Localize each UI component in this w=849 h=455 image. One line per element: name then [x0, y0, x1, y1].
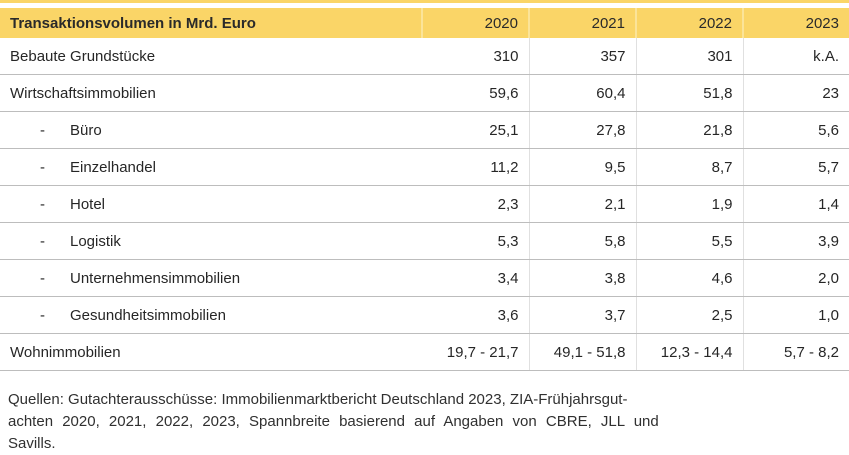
row-label: Büro: [70, 121, 102, 139]
row-label: Wirtschaftsimmobilien: [10, 84, 156, 102]
table-row: - Gesundheitsimmobilien 3,6 3,7 2,5 1,0: [0, 296, 849, 334]
value-cell-2023: 2,0: [742, 259, 849, 297]
table-row: - Büro 25,1 27,8 21,8 5,6: [0, 111, 849, 149]
row-label: Unternehmensimmobilien: [70, 269, 241, 287]
value-cell-2021: 49,1 - 51,8: [528, 333, 636, 371]
value-cell-2023: 1,0: [742, 296, 849, 334]
value-cell-2020: 19,7 - 21,7: [422, 333, 529, 371]
value-cell-2023: k.A.: [742, 38, 849, 75]
value-cell-2022: 4,6: [635, 259, 743, 297]
indent-dash: -: [40, 195, 45, 213]
row-label-cell: - Einzelhandel: [0, 148, 422, 186]
header-title: Transaktionsvolumen in Mrd. Euro: [0, 8, 422, 38]
row-label: Logistik: [70, 232, 121, 250]
value-cell-2022: 2,5: [635, 296, 743, 334]
value-cell-2020: 310: [422, 38, 529, 75]
value-cell-2021: 3,7: [528, 296, 636, 334]
source-note: Quellen: Gutachterausschüsse: Immobilien…: [0, 389, 849, 455]
value-cell-2023: 1,4: [742, 185, 849, 223]
row-label-cell: - Unternehmensimmobilien: [0, 259, 422, 297]
value-cell-2020: 3,4: [422, 259, 529, 297]
header-year-2021: 2021: [528, 8, 636, 38]
value-cell-2020: 25,1: [422, 111, 529, 149]
source-note-line-2: achten 2020, 2021, 2022, 2023, Spannbrei…: [8, 413, 659, 430]
table-row: - Einzelhandel 11,2 9,5 8,7 5,7: [0, 148, 849, 186]
value-cell-2022: 301: [635, 38, 743, 75]
value-cell-2021: 27,8: [528, 111, 636, 149]
header-year-2022: 2022: [635, 8, 743, 38]
value-cell-2023: 3,9: [742, 222, 849, 260]
row-label: Einzelhandel: [70, 158, 156, 176]
table-body: -Bebaute Grundstücke 310 357 301 k.A. -W…: [0, 38, 849, 371]
value-cell-2022: 21,8: [635, 111, 743, 149]
value-cell-2022: 12,3 - 14,4: [635, 333, 743, 371]
table-header: Transaktionsvolumen in Mrd. Euro 2020 20…: [0, 8, 849, 38]
value-cell-2020: 59,6: [422, 74, 529, 112]
value-cell-2020: 3,6: [422, 296, 529, 334]
indent-dash: -: [40, 232, 45, 250]
value-cell-2021: 60,4: [528, 74, 636, 112]
header-year-2020: 2020: [421, 8, 529, 38]
value-cell-2020: 2,3: [422, 185, 529, 223]
table-row: -Wohnimmobilien 19,7 - 21,7 49,1 - 51,8 …: [0, 333, 849, 371]
table-row: - Unternehmensimmobilien 3,4 3,8 4,6 2,0: [0, 259, 849, 297]
value-cell-2021: 9,5: [528, 148, 636, 186]
row-label-cell: - Hotel: [0, 185, 422, 223]
value-cell-2021: 357: [528, 38, 636, 75]
value-cell-2021: 2,1: [528, 185, 636, 223]
indent-dash: -: [40, 306, 45, 324]
table-row: - Logistik 5,3 5,8 5,5 3,9: [0, 222, 849, 260]
source-note-line-3: Savills.: [8, 435, 56, 452]
value-cell-2021: 3,8: [528, 259, 636, 297]
row-label: Gesundheitsimmobilien: [70, 306, 226, 324]
value-cell-2022: 5,5: [635, 222, 743, 260]
value-cell-2022: 1,9: [635, 185, 743, 223]
row-label: Hotel: [70, 195, 106, 213]
header-row: Transaktionsvolumen in Mrd. Euro 2020 20…: [0, 8, 849, 38]
header-year-2023: 2023: [742, 8, 849, 38]
value-cell-2023: 23: [742, 74, 849, 112]
value-cell-2022: 51,8: [635, 74, 743, 112]
indent-dash: -: [40, 158, 45, 176]
value-cell-2023: 5,7 - 8,2: [742, 333, 849, 371]
row-label: Wohnimmobilien: [10, 343, 121, 361]
row-label-cell: -Bebaute Grundstücke: [0, 38, 422, 75]
row-label-cell: - Gesundheitsimmobilien: [0, 296, 422, 334]
value-cell-2023: 5,6: [742, 111, 849, 149]
row-label-cell: -Wirtschaftsimmobilien: [0, 74, 422, 112]
value-cell-2021: 5,8: [528, 222, 636, 260]
table-row: - Hotel 2,3 2,1 1,9 1,4: [0, 185, 849, 223]
top-accent-stripe: [0, 0, 849, 3]
table-row: -Wirtschaftsimmobilien 59,6 60,4 51,8 23: [0, 74, 849, 112]
value-cell-2022: 8,7: [635, 148, 743, 186]
source-note-line-1: Quellen: Gutachterausschüsse: Immobilien…: [8, 391, 628, 408]
indent-dash: -: [40, 269, 45, 287]
indent-dash: -: [40, 121, 45, 139]
table-row: -Bebaute Grundstücke 310 357 301 k.A.: [0, 38, 849, 75]
row-label-cell: - Logistik: [0, 222, 422, 260]
row-label-cell: -Wohnimmobilien: [0, 333, 422, 371]
row-label: Bebaute Grundstücke: [10, 47, 156, 65]
value-cell-2020: 5,3: [422, 222, 529, 260]
value-cell-2023: 5,7: [742, 148, 849, 186]
value-cell-2020: 11,2: [422, 148, 529, 186]
transaction-volume-table: Transaktionsvolumen in Mrd. Euro 2020 20…: [0, 8, 849, 371]
row-label-cell: - Büro: [0, 111, 422, 149]
